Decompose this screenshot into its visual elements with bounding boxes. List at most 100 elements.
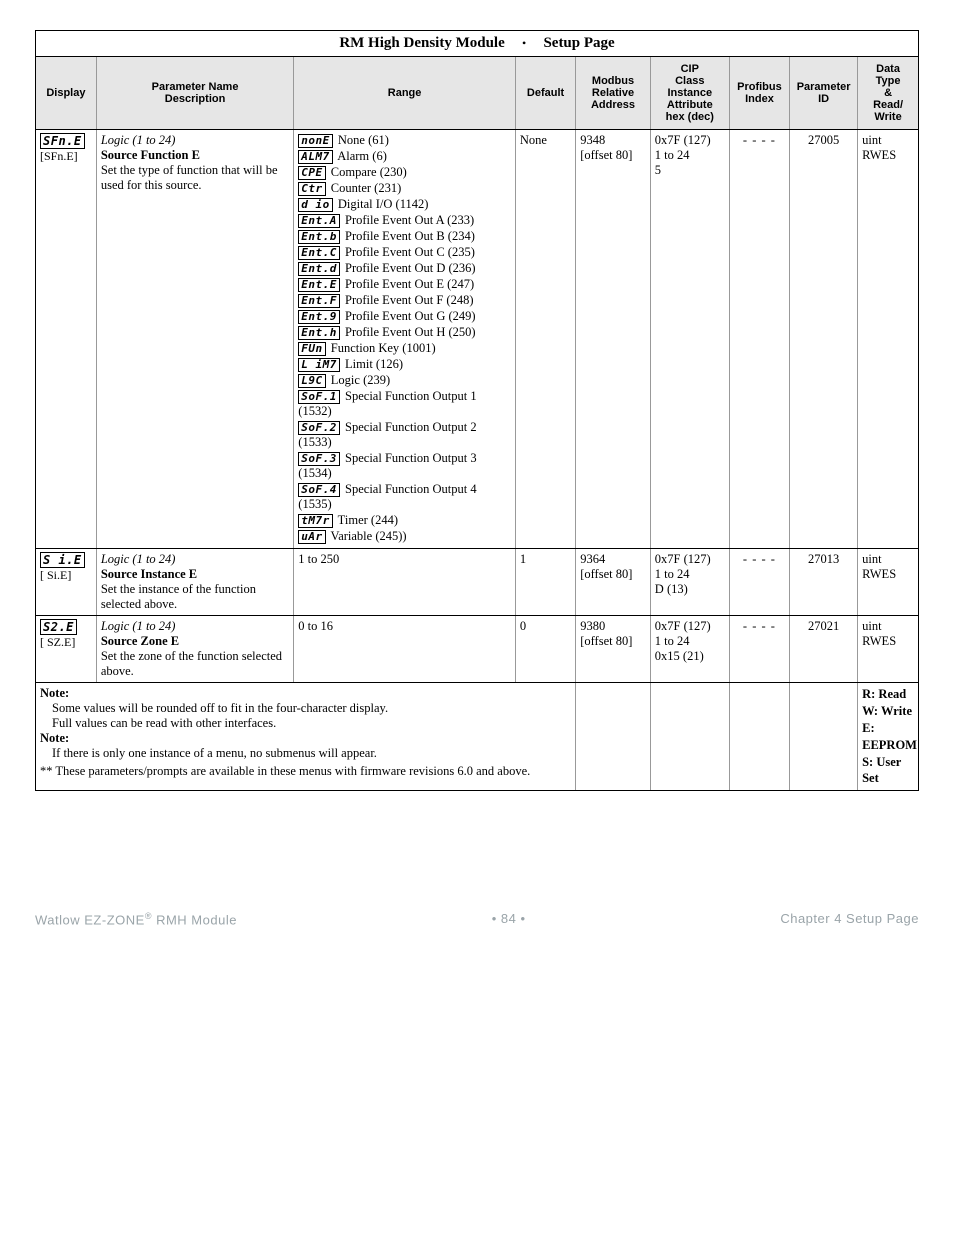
page-footer: Watlow EZ-ZONE® RMH Module • 84 • Chapte… [35, 911, 919, 927]
footer-left: Watlow EZ-ZONE® RMH Module [35, 911, 237, 927]
range-seg: L9C [298, 374, 325, 388]
title-bullet: • [508, 36, 540, 50]
range-seg: L iM7 [298, 358, 340, 372]
hdr-range: Range [294, 57, 516, 130]
param-logic: Logic (1 to 24) [101, 552, 176, 566]
table-row: SFn.E[SFn.E] Logic (1 to 24)Source Functi… [36, 130, 918, 549]
display-sub: [SFn.E] [40, 149, 78, 163]
range-option: Ent.9 Profile Event Out G (249) [298, 309, 511, 324]
range-option: ALM7 Alarm (6) [298, 149, 511, 164]
range-seg: Ent.F [298, 294, 340, 308]
empty-note-cell [650, 683, 729, 791]
range-seg: SoF.3 [298, 452, 340, 466]
cell-pid: 27005 [790, 130, 858, 549]
hdr-default: Default [515, 57, 575, 130]
range-option: Ent.h Profile Event Out H (250) [298, 325, 511, 340]
title-row: RM High Density Module • Setup Page [36, 31, 918, 57]
params-table: Display Parameter NameDescription Range … [36, 57, 918, 790]
cell-dt: uintRWES [858, 549, 918, 616]
cell-default: 1 [515, 549, 575, 616]
cell-modbus: 9364[offset 80] [576, 549, 651, 616]
cell-profibus: - - - - [729, 130, 789, 549]
cell-profibus: - - - - [729, 549, 789, 616]
range-option: CPE Compare (230) [298, 165, 511, 180]
cell-modbus: 9348[offset 80] [576, 130, 651, 549]
hdr-modbus: ModbusRelativeAddress [576, 57, 651, 130]
range-seg: SoF.4 [298, 483, 340, 497]
cell-cip: 0x7F (127)1 to 245 [650, 130, 729, 549]
range-option: SoF.2 Special Function Output 2 (1533) [298, 420, 511, 450]
cell-cip: 0x7F (127)1 to 24D (13) [650, 549, 729, 616]
range-option: Ent.E Profile Event Out E (247) [298, 277, 511, 292]
param-logic: Logic (1 to 24) [101, 619, 176, 633]
range-option: SoF.4 Special Function Output 4 (1535) [298, 482, 511, 512]
range-option: Ent.d Profile Event Out D (236) [298, 261, 511, 276]
range-seg: Ent.d [298, 262, 340, 276]
param-logic: Logic (1 to 24) [101, 133, 176, 147]
note-row: Note: Some values will be rounded off to… [36, 683, 918, 791]
range-seg: Ent.A [298, 214, 340, 228]
empty-note-cell [576, 683, 651, 791]
empty-note-cell [790, 683, 858, 791]
hdr-param: Parameter NameDescription [96, 57, 293, 130]
range-seg: Ctr [298, 182, 325, 196]
range-option: FUn Function Key (1001) [298, 341, 511, 356]
range-seg: uAr [298, 530, 325, 544]
table-row: S i.E[ Si.E] Logic (1 to 24)Source Instan… [36, 549, 918, 616]
range-option: Ent.C Profile Event Out C (235) [298, 245, 511, 260]
param-desc: Set the zone of the function selected ab… [101, 649, 282, 678]
hdr-profibus: ProfibusIndex [729, 57, 789, 130]
cell-default: 0 [515, 616, 575, 683]
range-seg: Ent.b [298, 230, 340, 244]
cell-default: None [515, 130, 575, 549]
range-option: d io Digital I/O (1142) [298, 197, 511, 212]
display-seg: SFn.E [40, 133, 85, 149]
footer-right: Chapter 4 Setup Page [780, 911, 919, 927]
range-seg: Ent.C [298, 246, 340, 260]
range-plain: 0 to 16 [294, 616, 516, 683]
cell-pid: 27021 [790, 616, 858, 683]
range-seg: Ent.9 [298, 310, 340, 324]
footer-mid: • 84 • [492, 911, 526, 927]
param-name: Source Instance E [101, 567, 197, 581]
range-plain: 1 to 250 [294, 549, 516, 616]
range-seg: tM7r [298, 514, 333, 528]
title-right: Setup Page [543, 35, 614, 51]
param-desc: Set the instance of the function selecte… [101, 582, 256, 611]
display-seg: S2.E [40, 619, 77, 635]
cell-profibus: - - - - [729, 616, 789, 683]
cell-dt: uintRWES [858, 616, 918, 683]
hdr-dt: DataType&Read/Write [858, 57, 918, 130]
range-option: SoF.1 Special Function Output 1 (1532) [298, 389, 511, 419]
range-seg: d io [298, 198, 333, 212]
hdr-pid: ParameterID [790, 57, 858, 130]
range-seg: FUn [298, 342, 325, 356]
cell-dt: uintRWES [858, 130, 918, 549]
param-name: Source Function E [101, 148, 200, 162]
param-name: Source Zone E [101, 634, 179, 648]
cell-modbus: 9380[offset 80] [576, 616, 651, 683]
range-option: SoF.3 Special Function Output 3 (1534) [298, 451, 511, 481]
cell-pid: 27013 [790, 549, 858, 616]
range-option: nonE None (61) [298, 133, 511, 148]
empty-note-cell [729, 683, 789, 791]
table-row: S2.E[ SZ.E]Logic (1 to 24)Source Zone ES… [36, 616, 918, 683]
range-seg: SoF.2 [298, 421, 340, 435]
range-seg: Ent.E [298, 278, 340, 292]
range-option: L9C Logic (239) [298, 373, 511, 388]
range-seg: SoF.1 [298, 390, 340, 404]
display-seg: S i.E [40, 552, 85, 568]
cell-cip: 0x7F (127)1 to 240x15 (21) [650, 616, 729, 683]
range-option: Ent.b Profile Event Out B (234) [298, 229, 511, 244]
range-option: L iM7 Limit (126) [298, 357, 511, 372]
param-desc: Set the type of function that will be us… [101, 163, 278, 192]
range-option: Ent.F Profile Event Out F (248) [298, 293, 511, 308]
range-seg: nonE [298, 134, 333, 148]
range-seg: CPE [298, 166, 325, 180]
range-seg: Ent.h [298, 326, 340, 340]
hdr-cip: CIPClassInstanceAttributehex (dec) [650, 57, 729, 130]
range-option: uAr Variable (245)) [298, 529, 511, 544]
display-sub: [ Si.E] [40, 568, 71, 582]
legend-cell: R: ReadW: WriteE: EEPROMS: UserSet [858, 683, 918, 791]
range-option: Ctr Counter (231) [298, 181, 511, 196]
